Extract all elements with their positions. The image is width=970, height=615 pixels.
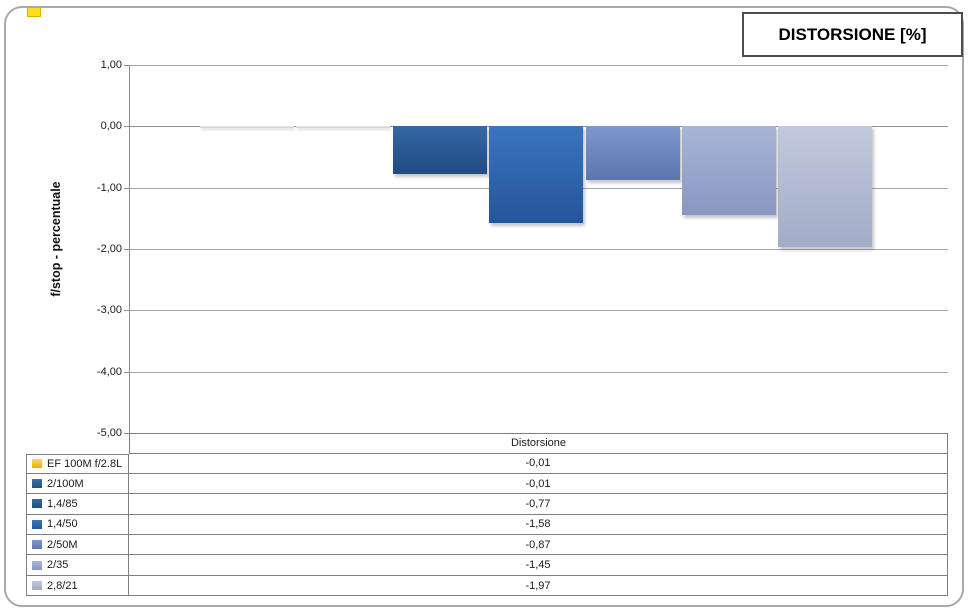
table-value: -0,01 bbox=[129, 453, 948, 474]
legend-swatch-icon bbox=[32, 479, 42, 489]
table-value: -0,77 bbox=[129, 494, 948, 515]
y-tick-mark bbox=[124, 310, 130, 312]
bar-ef-100m-f-2-8l bbox=[200, 126, 294, 128]
corner-marker bbox=[27, 7, 41, 17]
legend-label: 2/35 bbox=[47, 559, 69, 572]
gridline bbox=[129, 248, 948, 250]
legend-label: EF 100M f/2.8L bbox=[47, 457, 123, 470]
table-header-distorsione: Distorsione bbox=[129, 433, 948, 454]
y-tick-mark bbox=[124, 371, 130, 373]
y-tick-mark bbox=[124, 126, 130, 128]
legend-label: 1,4/85 bbox=[47, 497, 78, 510]
legend-cell: 2,8/21 bbox=[26, 575, 129, 597]
legend-cell: 2/35 bbox=[26, 555, 129, 576]
table-row: EF 100M f/2.8L -0,01 bbox=[26, 453, 948, 474]
bar-2-35 bbox=[682, 126, 776, 216]
gridline bbox=[129, 371, 948, 373]
bar-1-4-85 bbox=[392, 126, 487, 174]
y-tick-label: -4,00 bbox=[96, 365, 122, 378]
table-value: -1,97 bbox=[129, 575, 948, 597]
y-tick-mark bbox=[124, 187, 130, 189]
bar-2-50m bbox=[585, 126, 680, 180]
legend-swatch-icon bbox=[32, 540, 42, 550]
table-row: 1,4/50 -1,58 bbox=[26, 514, 948, 536]
table-value: -1,45 bbox=[129, 555, 948, 576]
y-tick-label: 1,00 bbox=[100, 59, 122, 71]
y-tick-mark bbox=[124, 248, 130, 250]
legend-swatch-icon bbox=[32, 499, 42, 509]
gridline bbox=[129, 65, 948, 66]
table-row: 2/100M -0,01 bbox=[26, 473, 948, 495]
legend-label: 2/100M bbox=[47, 477, 84, 490]
legend-label: 1,4/50 bbox=[47, 518, 78, 531]
y-tick-label: -2,00 bbox=[96, 242, 122, 255]
legend-swatch-icon bbox=[32, 560, 42, 570]
y-axis-title: f/stop - percentuale bbox=[49, 181, 63, 297]
data-table: Distorsione EF 100M f/2.8L -0,01 2/100M -0,0… bbox=[26, 433, 948, 597]
legend-label: 2/50M bbox=[47, 538, 78, 551]
table-row: 2/50M -0,87 bbox=[26, 535, 948, 556]
legend-cell: EF 100M f/2.8L bbox=[26, 453, 129, 474]
y-tick-label: 0,00 bbox=[100, 120, 122, 133]
y-tick-label: -1,00 bbox=[96, 181, 122, 194]
table-row: 1,4/85 -0,77 bbox=[26, 494, 948, 515]
y-tick-label: -5,00 bbox=[96, 426, 122, 439]
bar-2-8-21 bbox=[778, 126, 873, 248]
table-value: -0,87 bbox=[129, 535, 948, 556]
legend-label: 2,8/21 bbox=[47, 579, 78, 592]
plot-area bbox=[129, 65, 948, 434]
bar-1-4-50 bbox=[489, 126, 584, 224]
y-tick-mark bbox=[124, 65, 130, 66]
chart-title-box: DISTORSIONE [%] bbox=[742, 12, 963, 57]
table-row: 2/35 -1,45 bbox=[26, 555, 948, 576]
table-corner-blank bbox=[26, 433, 129, 454]
bar-2-100m bbox=[296, 126, 391, 128]
table-value: -1,58 bbox=[129, 514, 948, 536]
legend-cell: 2/50M bbox=[26, 535, 129, 556]
table-header-row: Distorsione bbox=[26, 433, 948, 454]
table-row: 2,8/21 -1,97 bbox=[26, 575, 948, 597]
gridline bbox=[129, 310, 948, 312]
legend-swatch-icon bbox=[32, 581, 42, 591]
legend-cell: 2/100M bbox=[26, 473, 129, 495]
y-tick-label: -3,00 bbox=[96, 304, 122, 317]
legend-swatch-icon bbox=[32, 459, 42, 469]
legend-swatch-icon bbox=[32, 519, 42, 529]
legend-cell: 1,4/85 bbox=[26, 494, 129, 515]
legend-cell: 1,4/50 bbox=[26, 514, 129, 536]
chart-title: DISTORSIONE [%] bbox=[778, 24, 927, 44]
y-tick-mark bbox=[124, 432, 130, 434]
table-value: -0,01 bbox=[129, 473, 948, 495]
chart-outer-frame bbox=[4, 6, 964, 607]
